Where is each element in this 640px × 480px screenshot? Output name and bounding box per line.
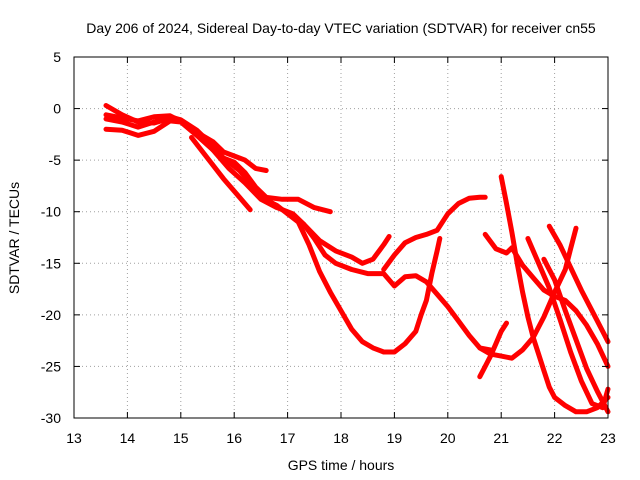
series-pass-d xyxy=(189,135,253,213)
y-tick-label: -20 xyxy=(41,307,61,323)
series-pass-e xyxy=(103,112,493,353)
x-axis-label: GPS time / hours xyxy=(288,457,395,473)
x-tick-label: 20 xyxy=(440,430,456,446)
series-pass-j xyxy=(498,174,611,415)
y-tick-label: 5 xyxy=(53,49,61,65)
chart-title: Day 206 of 2024, Sidereal Day-to-day VTE… xyxy=(86,20,596,36)
series-pass-l xyxy=(546,223,611,345)
series-pass-m xyxy=(541,256,611,415)
y-tick-label: -30 xyxy=(41,410,61,426)
x-tick-label: 16 xyxy=(226,430,242,446)
x-tick-label: 14 xyxy=(120,430,136,446)
series-pass-c xyxy=(103,118,392,266)
series-pass-n xyxy=(525,236,611,411)
series-pass-b xyxy=(103,114,333,215)
series-pass-a xyxy=(103,103,269,173)
y-tick-label: 0 xyxy=(53,101,61,117)
y-tick-label: -25 xyxy=(41,358,61,374)
y-tick-label: -5 xyxy=(49,152,62,168)
series-pass-g xyxy=(381,194,488,272)
y-axis-label: SDTVAR / TECUs xyxy=(6,182,22,294)
y-tick-label: -10 xyxy=(41,204,61,220)
x-tick-label: 19 xyxy=(387,430,403,446)
series-pass-i xyxy=(482,231,611,369)
y-tick-label: -15 xyxy=(41,255,61,271)
x-tick-label: 22 xyxy=(547,430,563,446)
series-pass-h xyxy=(477,320,509,380)
x-tick-label: 18 xyxy=(333,430,349,446)
x-tick-label: 13 xyxy=(66,430,82,446)
axes: 13 14 15 16 17 18 19 20 21 22 23 5 0 -5 -10 -15 -20 -25 -3… xyxy=(41,49,616,446)
series-pass-f xyxy=(285,211,443,355)
x-tick-label: 15 xyxy=(173,430,189,446)
x-tick-label: 17 xyxy=(280,430,296,446)
x-tick-label: 21 xyxy=(493,430,509,446)
x-tick-label: 23 xyxy=(600,430,616,446)
data-series xyxy=(103,103,611,415)
grid xyxy=(74,57,608,418)
